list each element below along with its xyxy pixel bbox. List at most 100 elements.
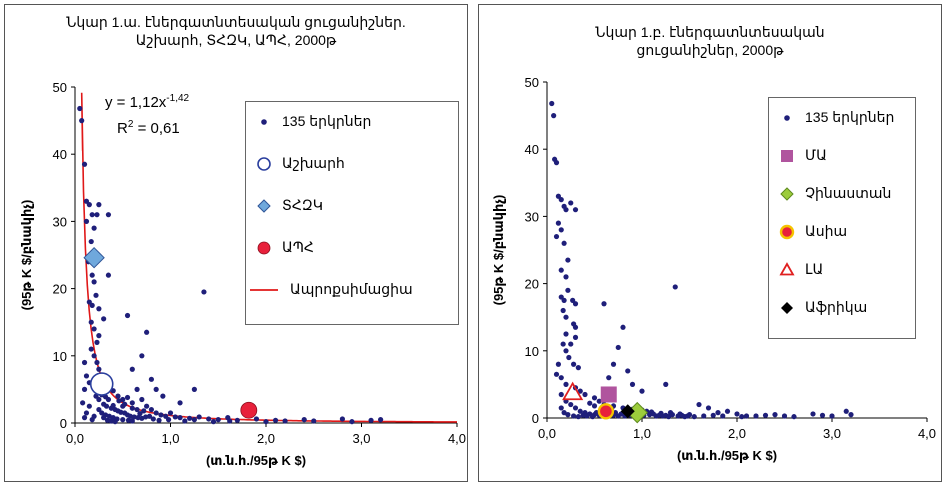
legend-symbol-icon: [250, 289, 278, 291]
series-4: [562, 381, 584, 401]
data-point: [561, 410, 567, 416]
data-point: [791, 414, 797, 420]
data-point: [572, 301, 579, 307]
data-point: [101, 415, 107, 421]
data-point: [105, 212, 112, 218]
data-point: [563, 207, 569, 213]
data-point: [558, 405, 564, 411]
legend-symbol-icon: [257, 157, 271, 171]
chart-title-right: Նկար 1.բ. էներգատնտեսական ցուցանիշներ, 2…: [479, 23, 941, 59]
data-point: [571, 413, 577, 419]
data-point: [753, 413, 759, 419]
data-point: [568, 200, 574, 206]
data-point: [558, 375, 564, 381]
data-point: [96, 333, 102, 339]
y-tick-label: 0: [60, 416, 67, 431]
data-point: [177, 400, 183, 406]
data-point: [563, 331, 569, 337]
data-point: [124, 394, 131, 401]
data-point: [165, 417, 172, 423]
x-tick-label: 2,0: [257, 431, 275, 446]
data-point: [819, 412, 826, 418]
legend-item: ՄԱ: [769, 146, 915, 166]
data-point: [597, 403, 615, 420]
legend-label: Չինաստան: [805, 185, 892, 201]
data-point: [848, 412, 854, 418]
data-point: [563, 348, 569, 354]
data-point: [96, 406, 102, 413]
data-point: [553, 233, 560, 240]
data-point: [743, 413, 750, 419]
data-point: [563, 314, 569, 320]
data-point: [187, 415, 193, 421]
legend-symbol-icon: [257, 241, 271, 255]
data-point: [561, 297, 567, 303]
data-point: [555, 220, 561, 226]
data-point: [610, 361, 617, 367]
data-point: [88, 346, 94, 352]
data-point: [311, 418, 317, 424]
data-point: [620, 404, 635, 419]
data-point: [206, 416, 212, 422]
legend-label: Աֆրիկա: [805, 299, 868, 315]
data-point: [89, 302, 95, 308]
legend-item: ԱՊՀ: [246, 238, 458, 258]
data-point: [94, 339, 100, 345]
data-point: [81, 359, 88, 366]
legend-symbol-icon: [780, 187, 794, 201]
data-point: [672, 284, 678, 290]
data-point: [563, 381, 569, 387]
data-point: [272, 417, 279, 423]
data-point: [596, 398, 602, 404]
data-point: [558, 267, 564, 273]
data-point: [160, 393, 166, 399]
data-point: [91, 326, 97, 332]
legend-item: Ապրոքսիմացիա: [246, 280, 458, 300]
data-point: [227, 418, 233, 424]
data-point: [560, 341, 566, 347]
y-tick-label: 20: [525, 277, 539, 292]
data-point: [781, 413, 788, 419]
legend-item: Ասիա: [769, 222, 915, 242]
data-point: [590, 414, 596, 420]
data-point: [685, 413, 691, 419]
data-point: [553, 371, 560, 377]
legend-item: Աշխարհ: [246, 154, 458, 174]
y-tick-label: 10: [53, 349, 67, 364]
data-point: [582, 391, 588, 398]
legend-item: Աֆրիկա: [769, 298, 915, 318]
data-point: [772, 412, 778, 418]
data-point: [591, 403, 598, 409]
data-point: [339, 416, 345, 422]
data-point: [201, 289, 207, 295]
data-point: [141, 408, 147, 414]
data-point: [122, 401, 128, 407]
data-point: [612, 410, 618, 416]
data-point: [625, 368, 631, 374]
data-point: [562, 381, 584, 401]
data-point: [94, 212, 100, 218]
data-point: [566, 354, 572, 361]
data-point: [739, 414, 745, 420]
y-tick-label: 40: [53, 147, 67, 162]
data-point: [563, 274, 569, 280]
data-point: [89, 417, 95, 423]
data-point: [843, 408, 849, 414]
data-point: [148, 376, 154, 382]
data-point: [629, 381, 636, 387]
legend-label: 135 երկրներ: [282, 113, 372, 129]
legend-item: ԼԱ: [769, 260, 915, 280]
data-point: [129, 418, 135, 424]
data-point: [89, 212, 95, 218]
data-point: [762, 412, 769, 418]
x-tick-label: 3,0: [352, 431, 370, 446]
data-point: [77, 105, 83, 112]
data-point: [572, 324, 579, 330]
data-point: [89, 272, 95, 278]
data-point: [720, 413, 726, 419]
legend-symbol-icon: [779, 224, 795, 240]
scatter-plot-left: 0 10 20 30 40 50 0,0 1,0 2,0 3,0 4,0 (տ.ն.հ./95թ K …: [19, 80, 466, 468]
legend-item: Չինաստան: [769, 184, 915, 204]
data-point: [115, 393, 121, 399]
data-point: [177, 415, 183, 421]
